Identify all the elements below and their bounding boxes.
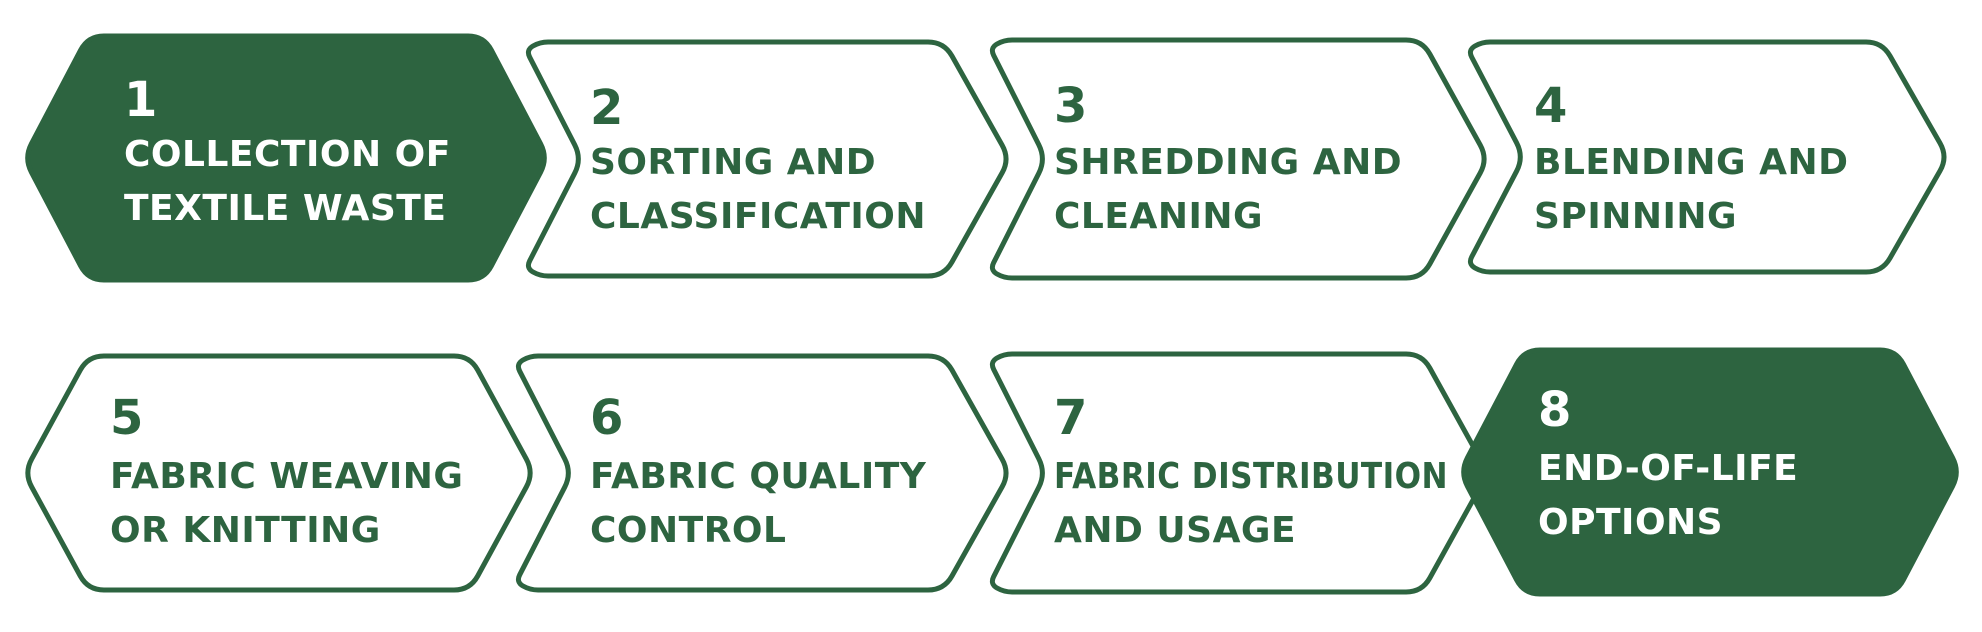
step-6-label-line-1: FABRIC QUALITY xyxy=(590,456,927,497)
step-1-label-line-2: TEXTILE WASTE xyxy=(124,188,446,229)
step-6-shape xyxy=(515,353,1009,593)
process-step-1: 1 COLLECTION OF TEXTILE WASTE xyxy=(25,33,547,283)
step-1-number: 1 xyxy=(124,72,158,128)
step-7-label-line-1: FABRIC DISTRIBUTION xyxy=(1054,456,1448,497)
step-8-label-line-2: OPTIONS xyxy=(1538,502,1723,543)
step-4-shape xyxy=(1467,39,1947,275)
step-8-number: 8 xyxy=(1538,382,1572,438)
step-4-label-line-2: SPINNING xyxy=(1534,196,1737,237)
process-step-7: 7 FABRIC DISTRIBUTION AND USAGE xyxy=(989,351,1487,595)
step-7-label-line-2: AND USAGE xyxy=(1054,510,1296,551)
process-step-3: 3 SHREDDING AND CLEANING xyxy=(989,37,1487,281)
step-7-number: 7 xyxy=(1054,390,1088,446)
step-4-number: 4 xyxy=(1534,78,1568,134)
step-8-label-line-1: END-OF-LIFE xyxy=(1538,448,1798,489)
step-2-number: 2 xyxy=(590,80,624,136)
step-1-label-line-1: COLLECTION OF xyxy=(124,134,451,175)
step-5-label-line-2: OR KNITTING xyxy=(110,510,381,551)
step-6-number: 6 xyxy=(590,390,624,446)
step-2-shape xyxy=(525,39,1009,279)
step-8-shape xyxy=(1461,347,1959,597)
step-3-label-line-1: SHREDDING AND xyxy=(1054,142,1402,183)
step-3-shape xyxy=(989,37,1487,281)
process-step-2: 2 SORTING AND CLASSIFICATION xyxy=(525,39,1009,279)
step-5-number: 5 xyxy=(110,390,144,446)
step-7-shape xyxy=(989,351,1487,595)
step-5-label-line-1: FABRIC WEAVING xyxy=(110,456,463,497)
step-3-label-line-2: CLEANING xyxy=(1054,196,1263,237)
step-2-label-line-2: CLASSIFICATION xyxy=(590,196,926,237)
step-3-number: 3 xyxy=(1054,78,1088,134)
step-2-label-line-1: SORTING AND xyxy=(590,142,876,183)
process-step-8: 8 END-OF-LIFE OPTIONS xyxy=(1461,347,1959,597)
process-step-6: 6 FABRIC QUALITY CONTROL xyxy=(515,353,1009,593)
process-step-5: 5 FABRIC WEAVING OR KNITTING xyxy=(25,353,533,593)
process-step-4: 4 BLENDING AND SPINNING xyxy=(1467,39,1947,275)
step-5-shape xyxy=(25,353,533,593)
step-1-shape xyxy=(25,33,547,283)
step-4-label-line-1: BLENDING AND xyxy=(1534,142,1848,183)
step-6-label-line-2: CONTROL xyxy=(590,510,786,551)
